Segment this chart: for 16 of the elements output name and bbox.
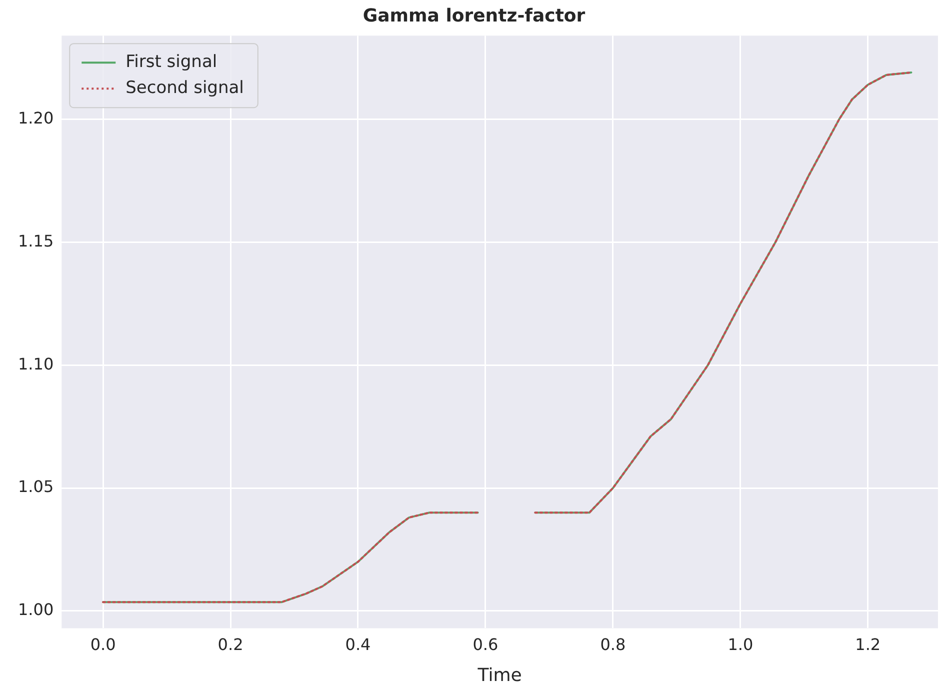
x-tick-label: 1.0 bbox=[728, 634, 754, 654]
x-tick-label: 1.2 bbox=[855, 634, 881, 654]
x-axis-title: Time bbox=[476, 664, 522, 686]
x-tick-label: 0.0 bbox=[90, 634, 116, 654]
x-tick-label: 0.4 bbox=[345, 634, 371, 654]
y-tick-label: 1.15 bbox=[18, 231, 54, 250]
chart-title: Gamma lorentz-factor bbox=[362, 5, 586, 26]
y-tick-label: 1.20 bbox=[18, 108, 54, 128]
x-tick-label: 0.2 bbox=[218, 634, 244, 654]
x-tick-label: 0.8 bbox=[600, 634, 626, 654]
y-tick-label: 1.00 bbox=[18, 600, 54, 620]
x-tick-label: 0.6 bbox=[472, 634, 498, 654]
y-tick-label: 1.10 bbox=[18, 354, 54, 374]
legend-label: Second signal bbox=[126, 78, 244, 98]
y-tick-label: 1.05 bbox=[18, 477, 54, 496]
legend-label: First signal bbox=[126, 52, 218, 72]
